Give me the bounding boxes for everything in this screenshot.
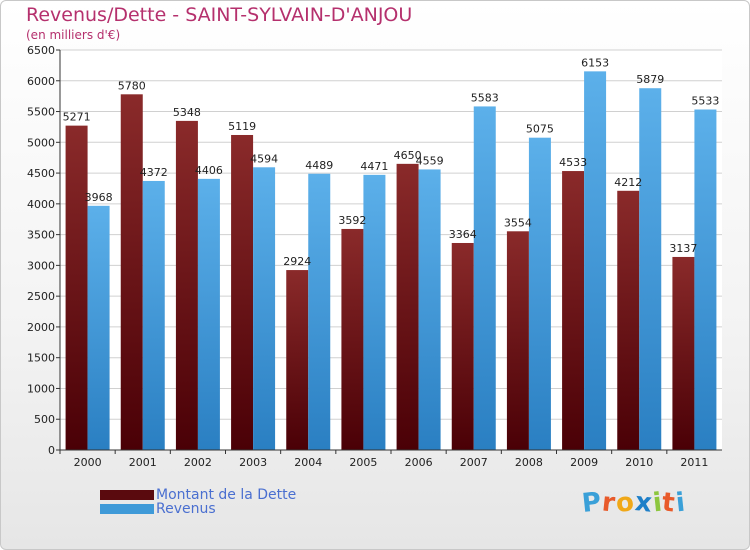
- chart-subtitle: (en milliers d'€): [26, 28, 121, 42]
- data-label-dette: 2924: [283, 255, 311, 268]
- bar-dette: [562, 171, 585, 451]
- data-label-dette: 4533: [559, 156, 587, 169]
- data-label-dette: 3364: [449, 228, 477, 241]
- y-tick-label: 5000: [27, 136, 55, 149]
- data-label-dette: 3592: [338, 214, 366, 227]
- y-tick-label: 0: [48, 444, 55, 457]
- bar-dette: [231, 134, 254, 450]
- chart-title: Revenus/Dette - SAINT-SYLVAIN-D'ANJOU: [26, 4, 413, 26]
- data-label-revenus: 4594: [250, 152, 278, 165]
- y-tick-label: 6500: [27, 44, 55, 57]
- legend-item-revenus: Revenus: [100, 501, 216, 517]
- data-label-revenus: 4471: [360, 160, 388, 173]
- bar-revenus: [87, 205, 110, 450]
- y-tick-label: 3000: [27, 259, 55, 272]
- data-label-revenus: 4489: [305, 159, 333, 172]
- bar-dette: [506, 231, 529, 450]
- x-tick-label: 2001: [129, 456, 157, 469]
- data-label-dette: 5271: [63, 111, 91, 124]
- data-label-revenus: 4559: [416, 154, 444, 167]
- bar-revenus: [197, 178, 220, 450]
- legend-swatch-revenus: [100, 504, 154, 514]
- data-label-revenus: 3968: [85, 191, 113, 204]
- data-label-dette: 3137: [669, 242, 697, 255]
- bar-dette: [396, 163, 419, 450]
- plot-area: [60, 50, 722, 450]
- y-tick-label: 4000: [27, 198, 55, 211]
- bar-revenus: [308, 173, 331, 450]
- x-tick-label: 2002: [184, 456, 212, 469]
- bar-dette: [672, 256, 695, 450]
- legend-label-revenus: Revenus: [156, 501, 216, 517]
- data-label-revenus: 5583: [471, 91, 499, 104]
- data-label-dette: 4650: [394, 149, 422, 162]
- bar-dette: [617, 190, 640, 451]
- bar-revenus: [142, 180, 165, 450]
- logo-letter: i: [674, 487, 688, 519]
- legend-label-dette: Montant de la Dette: [156, 487, 297, 503]
- bar-dette: [451, 242, 474, 450]
- bar-revenus: [528, 137, 551, 450]
- x-tick-label: 2009: [570, 456, 598, 469]
- x-tick-label: 2007: [460, 456, 488, 469]
- x-tick-label: 2004: [294, 456, 322, 469]
- legend-item-dette: Montant de la Dette: [100, 487, 296, 503]
- bar-dette: [120, 94, 143, 451]
- bar-dette: [175, 120, 198, 451]
- data-label-revenus: 6153: [581, 56, 609, 69]
- y-tick-label: 2000: [27, 321, 55, 334]
- bar-revenus: [694, 109, 717, 450]
- y-tick-label: 1500: [27, 352, 55, 365]
- bar-revenus: [418, 169, 441, 450]
- data-label-dette: 3554: [504, 216, 532, 229]
- legend-swatch-dette: [100, 490, 154, 500]
- y-tick-label: 4500: [27, 167, 55, 180]
- x-tick-label: 2006: [405, 456, 433, 469]
- y-tick-label: 5500: [27, 106, 55, 119]
- data-label-dette: 5780: [118, 79, 146, 92]
- y-tick-label: 1000: [27, 382, 55, 395]
- bar-revenus: [639, 88, 662, 450]
- data-label-dette: 4212: [614, 176, 642, 189]
- data-label-revenus: 5879: [636, 73, 664, 86]
- data-label-revenus: 5075: [526, 123, 554, 136]
- x-tick-label: 2000: [74, 456, 102, 469]
- proxiti-logo: Proxiti: [580, 487, 688, 519]
- bar-dette: [341, 228, 364, 450]
- y-tick-label: 500: [34, 413, 55, 426]
- data-label-revenus: 4406: [195, 164, 223, 177]
- data-label-dette: 5119: [228, 120, 256, 133]
- y-tick-label: 3500: [27, 229, 55, 242]
- data-label-dette: 5348: [173, 106, 201, 119]
- bar-dette: [286, 270, 309, 450]
- x-tick-label: 2003: [239, 456, 267, 469]
- y-tick-label: 6000: [27, 75, 55, 88]
- x-tick-label: 2011: [680, 456, 708, 469]
- data-label-revenus: 5533: [691, 95, 719, 108]
- x-tick-label: 2005: [349, 456, 377, 469]
- y-tick-label: 2500: [27, 290, 55, 303]
- bar-revenus: [253, 167, 276, 451]
- bar-dette: [65, 125, 88, 450]
- x-tick-label: 2010: [625, 456, 653, 469]
- bar-revenus: [363, 174, 386, 450]
- bar-revenus: [584, 71, 607, 450]
- data-label-revenus: 4372: [140, 166, 168, 179]
- x-tick-label: 2008: [515, 456, 543, 469]
- bar-revenus: [473, 106, 496, 450]
